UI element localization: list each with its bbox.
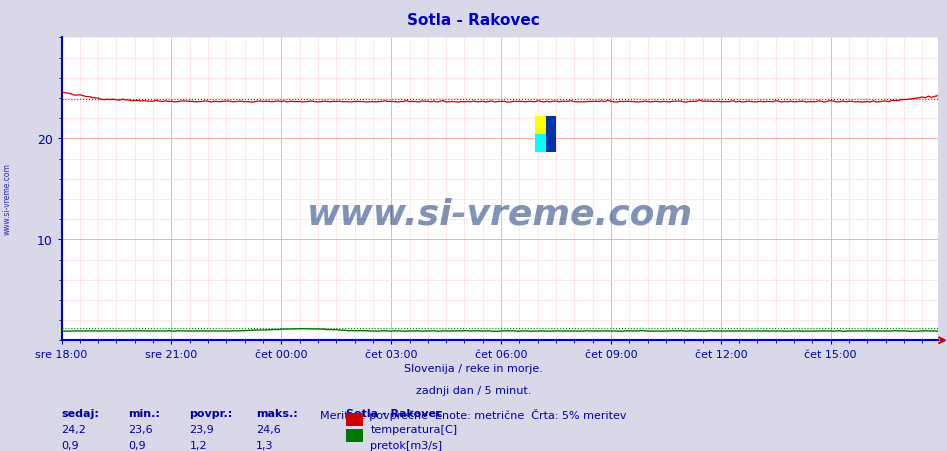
Text: 24,2: 24,2	[62, 424, 86, 434]
Text: Slovenija / reke in morje.: Slovenija / reke in morje.	[404, 363, 543, 373]
Bar	[535, 135, 545, 153]
Text: Sotla - Rakovec: Sotla - Rakovec	[346, 408, 442, 418]
Text: zadnji dan / 5 minut.: zadnji dan / 5 minut.	[416, 386, 531, 396]
Text: povpr.:: povpr.:	[189, 408, 233, 418]
Text: 23,9: 23,9	[189, 424, 214, 434]
Text: www.si-vreme.com: www.si-vreme.com	[307, 197, 692, 230]
Bar	[545, 117, 557, 153]
Text: 0,9: 0,9	[62, 440, 80, 450]
Text: min.:: min.:	[128, 408, 160, 418]
Text: maks.:: maks.:	[256, 408, 297, 418]
Text: 23,6: 23,6	[128, 424, 152, 434]
Text: 1,2: 1,2	[189, 440, 207, 450]
Bar	[535, 117, 545, 153]
Text: 1,3: 1,3	[256, 440, 273, 450]
Text: www.si-vreme.com: www.si-vreme.com	[3, 162, 12, 235]
Text: pretok[m3/s]: pretok[m3/s]	[370, 440, 442, 450]
Text: Meritve: povprečne  Enote: metrične  Črta: 5% meritev: Meritve: povprečne Enote: metrične Črta:…	[320, 408, 627, 420]
Text: Sotla - Rakovec: Sotla - Rakovec	[407, 13, 540, 28]
Text: sedaj:: sedaj:	[62, 408, 99, 418]
Text: 0,9: 0,9	[128, 440, 146, 450]
Text: temperatura[C]: temperatura[C]	[370, 424, 457, 434]
Text: 24,6: 24,6	[256, 424, 280, 434]
